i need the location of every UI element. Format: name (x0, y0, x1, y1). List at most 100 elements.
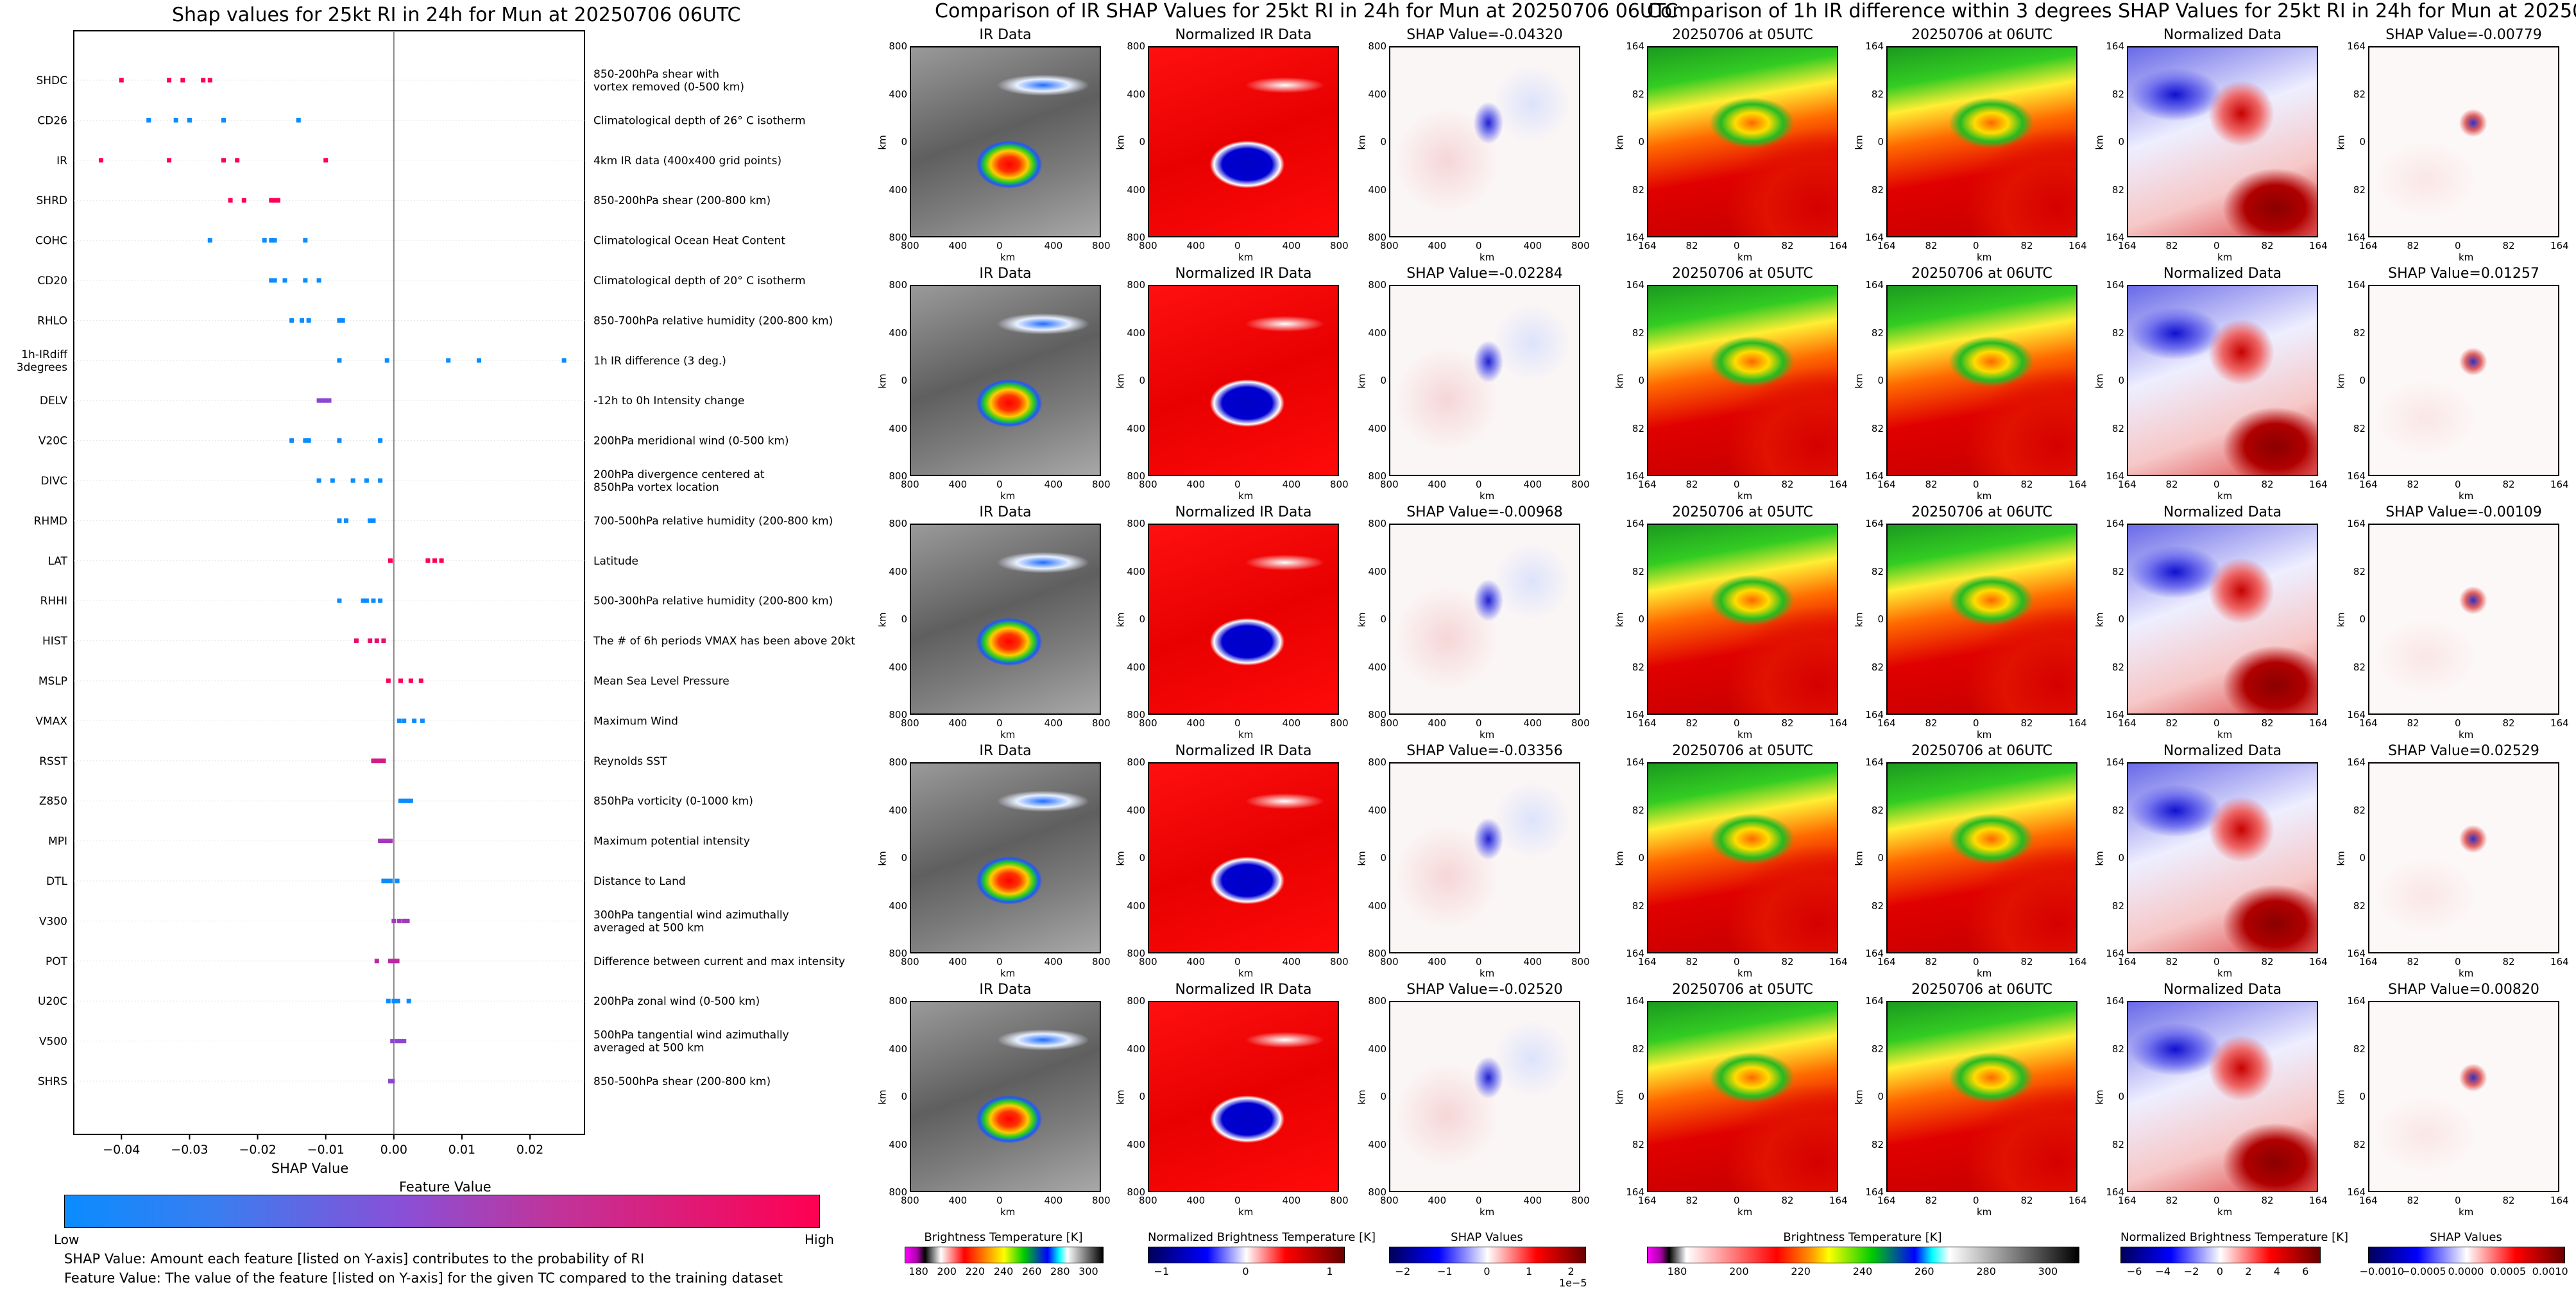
norm-panel-title: Normalized Data (2163, 266, 2282, 282)
feature-label-line: CD20 (37, 275, 67, 287)
x-tick-label: 0 (2455, 956, 2461, 968)
x-tick-label: 800 (1571, 1195, 1590, 1206)
colorbar (905, 1247, 1104, 1263)
x-tick-label: 800 (1092, 1195, 1111, 1206)
norm-panel-title: Normalized Data (2163, 982, 2282, 998)
x-tick-label: 400 (1428, 240, 1447, 252)
y-tick-label: 164 (2347, 995, 2366, 1007)
shap-point (388, 558, 393, 563)
y-tick-label: 82 (2353, 900, 2366, 912)
x-tick-label: 0 (1973, 240, 1979, 252)
x-tick-label: 400 (1428, 479, 1447, 490)
feature-label-line: RHHI (40, 595, 67, 608)
x-tick-label: 800 (1139, 1195, 1157, 1206)
x-tick-label: 164 (2118, 1195, 2137, 1206)
shap-point (201, 78, 206, 83)
y-tick-label: 164 (2347, 948, 2366, 959)
x-axis-label: km (2217, 968, 2233, 979)
shap-panel-title: SHAP Value=-0.02520 (1406, 982, 1563, 998)
x-tick-label: 0 (1476, 240, 1482, 252)
x-axis-label: km (2217, 490, 2233, 502)
shap-point (420, 718, 425, 723)
y-tick-label: 400 (889, 422, 907, 434)
y-tick-label: 400 (1368, 804, 1386, 816)
colorbar-tick-label: −1 (1154, 1265, 1170, 1277)
feature-label: RHMD (34, 515, 67, 527)
feature-label: COHC (35, 235, 67, 248)
shap-point (378, 598, 383, 603)
y-axis-label: km (2094, 135, 2106, 150)
colorbar-tick-label: 280 (1050, 1265, 1070, 1277)
y-tick-label: 82 (1632, 1138, 1644, 1150)
y-axis-label: km (2335, 135, 2347, 150)
x-tick-label: 800 (1330, 717, 1349, 729)
y-axis-label: km (1614, 612, 1626, 627)
colorbar-low-label: Low (54, 1232, 80, 1247)
y-tick-label: 400 (1127, 900, 1145, 912)
nir-panel-title: Normalized IR Data (1175, 27, 1312, 43)
feature-label: V20C (38, 435, 67, 448)
y-tick-label: 82 (2353, 1138, 2366, 1150)
shap-point (446, 358, 451, 363)
feature-description: 850-200hPa shear (200-800 km) (593, 194, 771, 207)
shap-point (412, 718, 417, 723)
nir-panel-title: Normalized IR Data (1175, 504, 1312, 520)
shap-point (405, 918, 410, 923)
y-tick-label: 164 (1626, 40, 1644, 52)
y-tick-label: 164 (2106, 1186, 2124, 1198)
x-axis-label: km (1480, 252, 1495, 263)
x-tick-label: 82 (1781, 1195, 1794, 1206)
feature-label: POT (46, 955, 68, 968)
x-tick-label: 164 (1877, 956, 1896, 968)
shap-point (378, 478, 383, 483)
shap-point (350, 478, 355, 483)
y-tick-label: 0 (1139, 375, 1145, 386)
y-tick-label: 164 (2347, 279, 2366, 291)
y-tick-label: 82 (1632, 327, 1644, 339)
shap-point (384, 878, 389, 884)
shap-point (395, 878, 400, 884)
colorbar-tick-label: −1 (1437, 1265, 1453, 1277)
shap-point (371, 598, 376, 603)
x-axis-label: km (1737, 729, 1753, 740)
shap-point (316, 478, 321, 483)
x-tick-label: 800 (1139, 717, 1157, 729)
feature-label: DIVC (40, 475, 67, 488)
x-tick-label: 164 (1877, 717, 1896, 729)
feature-label: VMAX (35, 715, 67, 728)
feature-description-line: 850-200hPa shear with (593, 68, 719, 81)
y-tick-label: 800 (889, 518, 907, 529)
y-axis-label: km (1114, 373, 1127, 389)
y-tick-label: 0 (1380, 136, 1386, 148)
x-axis-label: km (1238, 490, 1254, 502)
y-tick-label: 400 (1368, 900, 1386, 912)
feature-label: IR (56, 155, 67, 167)
x-tick-label: 800 (901, 956, 919, 968)
y-tick-label: 0 (2118, 1091, 2124, 1102)
feature-description: 850-500hPa shear (200-800 km) (593, 1075, 771, 1088)
x-tick-label: 164 (2359, 717, 2378, 729)
colorbar-tick-label: 220 (1791, 1265, 1811, 1277)
y-tick-label: 400 (1368, 184, 1386, 196)
y-axis-label: km (1853, 1089, 1865, 1105)
shap-point (241, 198, 246, 203)
y-tick-label: 164 (2106, 470, 2124, 482)
y-tick-label: 800 (1368, 709, 1386, 721)
feature-description: The # of 6h periods VMAX has been above … (593, 635, 855, 648)
shap-point (476, 358, 481, 363)
x-tick-label: 0 (2213, 717, 2220, 729)
y-tick-label: 164 (1865, 1186, 1884, 1198)
x-tick-label: 400 (948, 956, 968, 968)
x-tick-label: 164 (2309, 1195, 2328, 1206)
feature-description: 850-700hPa relative humidity (200-800 km… (593, 314, 833, 327)
x-tick-label: 0 (2213, 956, 2220, 968)
x-tick-label: 82 (1685, 479, 1698, 490)
colorbar-tick-label: 1 (1326, 1265, 1333, 1277)
t06-heatmap-panel (1886, 524, 2077, 715)
feature-description-line: Reynolds SST (593, 755, 667, 768)
t05-panel-title: 20250706 at 05UTC (1672, 982, 1813, 998)
x-tick-label: 400 (1186, 1195, 1206, 1206)
y-tick-label: 82 (2353, 327, 2366, 339)
y-tick-label: 82 (1632, 1043, 1644, 1055)
feature-description-line: Maximum Wind (593, 715, 678, 728)
